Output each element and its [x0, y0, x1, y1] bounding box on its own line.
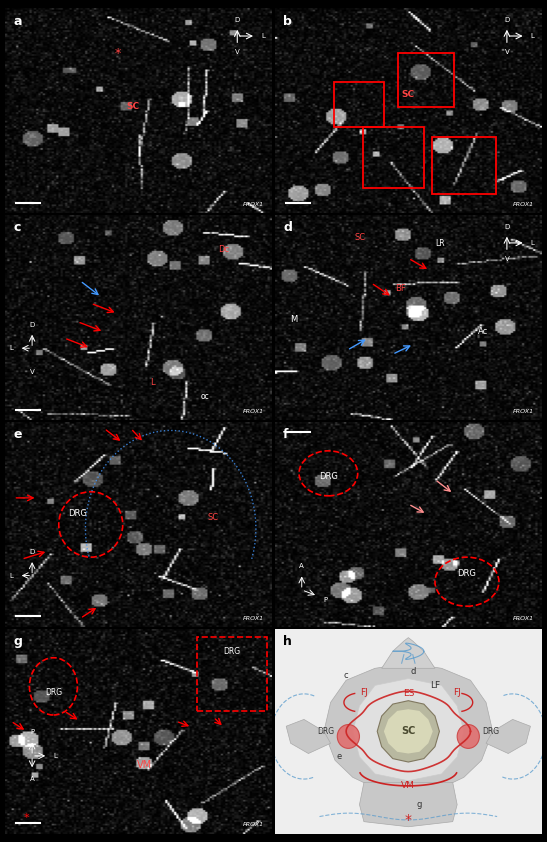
Text: L: L — [54, 753, 57, 759]
Text: Ac: Ac — [478, 327, 488, 336]
Text: D: D — [504, 224, 509, 230]
Polygon shape — [359, 782, 457, 827]
Text: VM: VM — [136, 760, 152, 770]
Text: DRG: DRG — [319, 472, 338, 482]
Text: LR: LR — [435, 239, 445, 248]
Polygon shape — [384, 709, 433, 754]
Text: f: f — [283, 429, 289, 441]
Text: *: * — [114, 47, 120, 60]
Bar — [432, 137, 496, 195]
Polygon shape — [286, 719, 330, 754]
Text: V: V — [504, 50, 509, 56]
Text: g: g — [417, 800, 422, 809]
Text: *: * — [405, 813, 412, 827]
Text: PROX1: PROX1 — [243, 823, 264, 828]
Text: *: * — [24, 813, 30, 823]
Bar — [334, 82, 385, 127]
Text: DRG: DRG — [482, 727, 499, 736]
Text: SC: SC — [401, 90, 415, 99]
Text: A: A — [30, 776, 34, 782]
Text: LF: LF — [430, 681, 440, 690]
Text: SC: SC — [208, 514, 219, 522]
Text: D: D — [30, 549, 35, 555]
Text: DRG: DRG — [45, 688, 62, 696]
Text: SC: SC — [401, 727, 416, 737]
Text: h: h — [283, 635, 292, 648]
Text: d: d — [283, 221, 292, 234]
Text: L: L — [531, 240, 535, 246]
Text: A: A — [299, 563, 304, 569]
Text: D: D — [504, 17, 509, 23]
Bar — [363, 127, 424, 189]
Text: Dc: Dc — [218, 245, 230, 254]
Text: b: b — [283, 14, 292, 28]
Text: P: P — [30, 729, 34, 735]
Text: a: a — [14, 14, 22, 28]
Text: oc: oc — [201, 392, 210, 402]
Text: PROX1: PROX1 — [513, 408, 533, 413]
Text: PROX1: PROX1 — [243, 408, 264, 413]
Polygon shape — [382, 637, 435, 669]
Text: PROX1: PROX1 — [243, 616, 264, 621]
Text: PROX1: PROX1 — [513, 616, 533, 621]
Text: c: c — [344, 670, 348, 679]
Text: ES: ES — [403, 690, 414, 698]
Bar — [197, 637, 266, 711]
Text: DRG: DRG — [223, 647, 241, 656]
Bar — [398, 53, 453, 107]
Text: L: L — [150, 378, 154, 387]
Text: BF: BF — [395, 284, 406, 293]
Text: VM: VM — [401, 781, 415, 791]
Text: DRG: DRG — [68, 509, 87, 519]
Text: PROX1: PROX1 — [513, 202, 533, 207]
Text: SC: SC — [127, 102, 140, 111]
Text: FJ: FJ — [360, 688, 368, 696]
Polygon shape — [486, 719, 531, 754]
Text: D: D — [30, 322, 35, 328]
Text: V: V — [504, 256, 509, 262]
Text: P: P — [323, 597, 327, 603]
Text: PROX1: PROX1 — [243, 202, 264, 207]
Text: V: V — [235, 50, 240, 56]
Text: L: L — [261, 33, 265, 39]
Text: DRG: DRG — [318, 727, 335, 736]
Text: M: M — [290, 315, 298, 323]
Text: L: L — [10, 345, 14, 351]
Polygon shape — [324, 663, 493, 796]
Text: e: e — [14, 429, 22, 441]
Text: D: D — [235, 17, 240, 23]
Text: SC: SC — [355, 233, 366, 242]
Text: c: c — [14, 221, 21, 234]
Text: d: d — [410, 667, 415, 676]
Text: DRG: DRG — [457, 568, 476, 578]
Polygon shape — [377, 701, 439, 762]
Text: V: V — [30, 369, 34, 375]
Text: L: L — [10, 573, 14, 578]
Text: g: g — [14, 635, 22, 648]
Polygon shape — [353, 679, 464, 781]
Text: L: L — [531, 33, 535, 39]
Text: e: e — [337, 753, 342, 761]
Ellipse shape — [337, 724, 359, 749]
Ellipse shape — [457, 724, 479, 749]
Text: FJ: FJ — [453, 688, 461, 696]
